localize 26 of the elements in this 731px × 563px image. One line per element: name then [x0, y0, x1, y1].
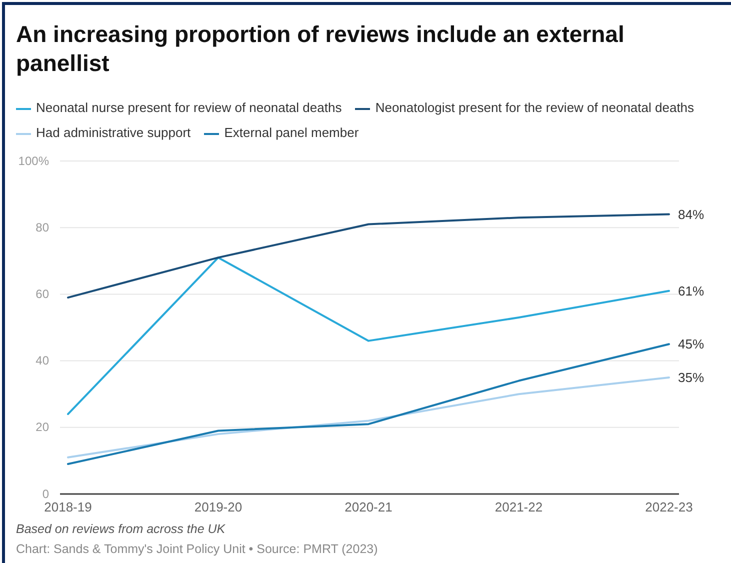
x-tick-label: 2018-19 — [44, 499, 92, 514]
legend-label: Had administrative support — [36, 125, 191, 140]
y-tick-label: 40 — [36, 354, 50, 368]
x-tick-label: 2022-23 — [645, 499, 693, 514]
legend-label: Neonatologist present for the review of neonatal deaths — [375, 100, 694, 115]
line-series — [67, 376, 670, 458]
data-label: 35% — [678, 370, 704, 385]
text: Based on reviews from across the UK — [16, 522, 226, 536]
text: Chart: Sands & Tommy's Joint Policy Unit • Source: PMRT (2023) — [16, 542, 378, 556]
line-series — [67, 256, 670, 416]
legend-label: Neonatal nurse present for review of neonatal deaths — [36, 100, 342, 115]
y-tick-label: 20 — [36, 420, 50, 434]
legend-label: External panel member — [224, 125, 359, 140]
data-label: 61% — [678, 283, 704, 298]
x-tick-label: 2019-20 — [194, 499, 242, 514]
data-label: 84% — [678, 206, 704, 222]
y-tick-label: 60 — [36, 287, 50, 302]
y-tick-label: 100% — [18, 154, 50, 168]
line-series — [67, 213, 670, 299]
y-tick-label: 0 — [42, 486, 50, 501]
y-tick-label: 80 — [36, 220, 50, 234]
line-series — [67, 343, 670, 466]
x-tick-label: 2020-21 — [344, 499, 392, 514]
x-tick-label: 2021-22 — [494, 499, 543, 514]
chart-title: An increasing proportion of reviews include an external panellist — [16, 20, 626, 78]
data-label: 45% — [678, 336, 704, 352]
